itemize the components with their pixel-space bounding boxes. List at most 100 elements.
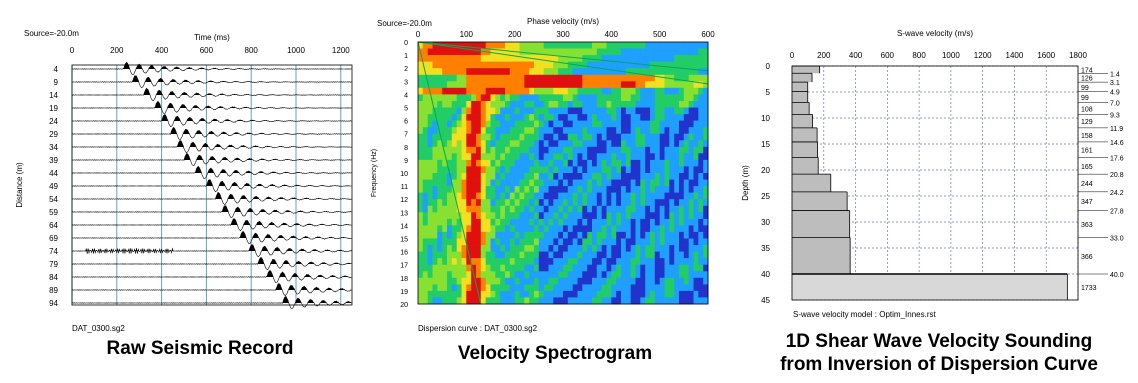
- raw-trace: [71, 230, 352, 244]
- spectrogram-cell: [611, 94, 617, 102]
- spectrogram-cell: [567, 212, 574, 220]
- spectrogram-cell: [601, 173, 607, 180]
- spectrogram-cell: [553, 218, 559, 226]
- spectrogram-cell: [669, 290, 675, 298]
- spectrogram-cell: [635, 159, 641, 167]
- spectrogram-cell: [621, 140, 627, 148]
- spectrogram-cell: [490, 218, 496, 226]
- spectrogram-cell: [505, 199, 511, 207]
- spectrogram-cell: [616, 297, 622, 305]
- velocity-layer-bar: [792, 210, 850, 238]
- spectrogram-cell: [606, 127, 612, 135]
- layer-depth-label: 7.0: [1110, 100, 1120, 107]
- spectrogram-cell: [582, 277, 588, 285]
- spectrogram-cell: [534, 101, 540, 108]
- spectrogram-cell: [553, 153, 559, 161]
- spectrogram-cell: [476, 258, 482, 266]
- spectrogram-cell: [432, 48, 438, 56]
- spectrogram-cell: [577, 140, 583, 148]
- spectrogram-cell: [451, 290, 458, 298]
- spectrogram-cell: [592, 48, 598, 56]
- spectrogram-cell: [437, 212, 443, 220]
- spectrogram-cell: [558, 192, 564, 200]
- spectrogram-cell: [640, 218, 646, 226]
- velocity-layer-bar: [792, 91, 808, 103]
- spectrogram-cell: [490, 245, 496, 253]
- spectrogram-cell: [418, 245, 424, 253]
- spectrogram-cell: [432, 166, 438, 174]
- spectrogram-cell: [572, 114, 578, 122]
- spectrogram-cell: [621, 218, 627, 226]
- spectrogram-cell: [538, 107, 545, 115]
- spectrogram-cell: [664, 61, 670, 69]
- spectrogram-cell: [577, 120, 583, 128]
- spectrogram-cell: [616, 133, 622, 141]
- spectrogram-cell: [635, 61, 641, 69]
- spectrogram-cell: [635, 212, 641, 220]
- spectrogram-cell: [582, 153, 588, 161]
- spectrogram-cell: [688, 186, 694, 194]
- spectrogram-cell: [538, 179, 545, 187]
- spectrogram-cell: [592, 245, 598, 253]
- spectrogram-cell: [471, 192, 477, 200]
- spectrogram-cell: [572, 42, 578, 49]
- spectrogram-cell: [616, 251, 622, 259]
- spectrogram-cell: [495, 48, 501, 56]
- spectrogram-cell: [500, 271, 506, 279]
- spectrogram-cell: [490, 48, 496, 56]
- profile-x-tick-label: 1200: [974, 51, 992, 60]
- spectrogram-cell: [466, 166, 472, 174]
- spectrogram-cell: [456, 186, 462, 194]
- spectrogram-cell: [451, 231, 458, 239]
- spectrogram-cell: [543, 212, 549, 220]
- spectrogram-cell: [616, 231, 622, 239]
- spectrogram-cell: [577, 166, 583, 174]
- spectrogram-cell: [563, 199, 569, 207]
- spectrogram-cell: [558, 101, 564, 108]
- spectrogram-cell: [548, 218, 554, 226]
- spectrogram-cell: [500, 133, 506, 141]
- spectrogram-cell: [587, 68, 593, 76]
- profile-y-axis-title: Depth (m): [741, 165, 750, 201]
- spectrogram-cell: [418, 101, 424, 108]
- spectrogram-cell: [509, 81, 516, 89]
- spectrogram-cell: [669, 101, 675, 108]
- spectrogram-cell: [679, 218, 685, 226]
- spectrogram-cell: [698, 127, 704, 135]
- spectrogram-cell: [693, 231, 699, 239]
- spectrogram-cell: [698, 68, 704, 76]
- spectrogram-cell: [596, 205, 603, 213]
- spectrogram-cell: [601, 186, 607, 194]
- spectrogram-cell: [669, 251, 675, 259]
- spectrogram-cell: [567, 140, 574, 148]
- spectrogram-cell: [592, 225, 598, 233]
- spectrogram-cell: [529, 225, 535, 233]
- raw-trace: [71, 87, 352, 101]
- spectrogram-cell: [534, 94, 540, 102]
- spectrogram-cell: [572, 258, 578, 266]
- spectrogram-cell: [577, 87, 583, 95]
- spectrogram-cell: [645, 166, 651, 174]
- spectrogram-cell: [437, 218, 443, 226]
- spectrogram-cell: [418, 61, 424, 69]
- spectrogram-cell: [558, 179, 564, 187]
- spectrogram-cell: [606, 284, 612, 292]
- spectrogram-cell: [679, 277, 685, 285]
- spectrogram-cell: [548, 297, 554, 305]
- spectrogram-cell: [592, 166, 598, 174]
- spectrogram-cell: [596, 245, 603, 253]
- spectrogram-cell: [558, 68, 564, 76]
- spectrogram-cell: [480, 61, 487, 69]
- spectrogram-cell: [688, 94, 694, 102]
- spectrogram-cell: [529, 114, 535, 122]
- spectrogram-cell: [524, 205, 530, 213]
- spectrogram-cell: [611, 238, 617, 246]
- spectrogram-cell: [548, 140, 554, 148]
- layer-depth-label: 9.3: [1110, 112, 1120, 119]
- spectrogram-cell: [582, 284, 588, 292]
- spectrogram-cell: [476, 94, 482, 102]
- spectrogram-cell: [485, 251, 491, 259]
- spec-x-tick-label: 500: [653, 30, 667, 39]
- spectrogram-cell: [432, 284, 438, 292]
- spectrogram-cell: [640, 186, 646, 194]
